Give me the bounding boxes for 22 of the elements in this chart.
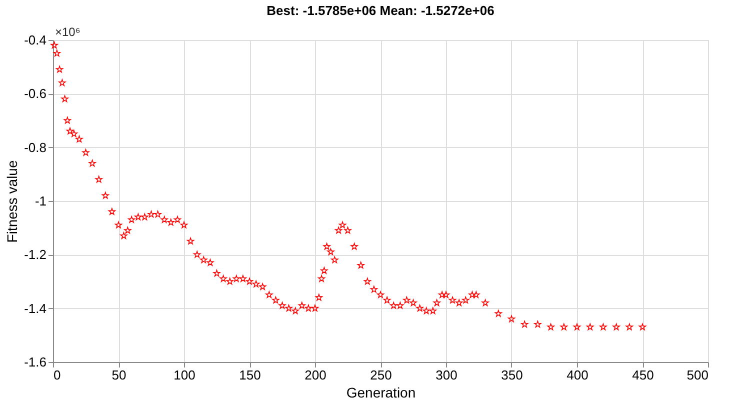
x-tick-label: 450 — [632, 368, 654, 382]
x-tick-label: 350 — [501, 368, 523, 382]
x-tick-label: 0 — [54, 368, 61, 382]
y-tick-label: -1.6 — [24, 354, 46, 370]
chart-title: Best: -1.5785e+06 Mean: -1.5272e+06 — [266, 3, 494, 18]
y-axis-title: Fitness value — [4, 160, 20, 243]
x-tick-label: 400 — [566, 368, 588, 382]
x-tick-label: 250 — [370, 368, 392, 382]
x-tick-label: 150 — [239, 368, 261, 382]
x-tick-label: 500 — [686, 368, 708, 382]
text: ×10⁶ — [55, 25, 80, 39]
x-tick-label: 50 — [112, 368, 126, 382]
y-tick-label: -1.2 — [24, 247, 46, 262]
x-axis-title: Generation — [346, 384, 416, 400]
x-tick-label: 200 — [304, 368, 326, 382]
x-tick-label: 100 — [174, 368, 196, 382]
y-tick-label: -0.6 — [24, 86, 46, 102]
x-tick-label: 300 — [436, 368, 458, 382]
y-tick-label: -0.4 — [24, 32, 46, 48]
y-tick-label: -1 — [34, 194, 46, 208]
y-tick-label: -1.4 — [24, 300, 46, 316]
y-tick-label: -0.8 — [24, 140, 46, 155]
